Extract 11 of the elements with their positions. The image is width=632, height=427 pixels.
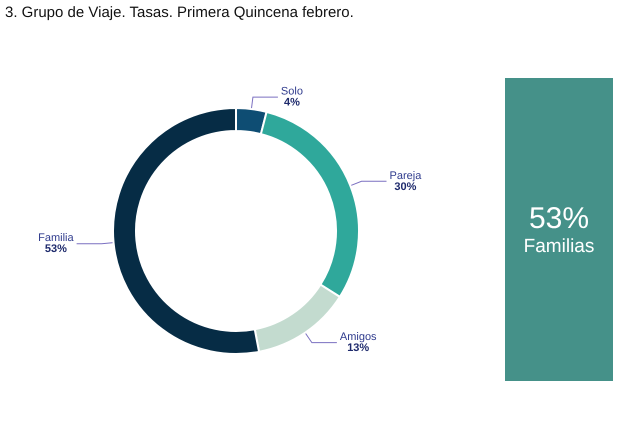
data-label: 13% <box>347 342 370 354</box>
text: 53% <box>528 202 590 236</box>
slice-label: Pareja <box>390 170 422 182</box>
data-label: 53% <box>44 243 68 256</box>
slice-label: Solo <box>280 86 303 98</box>
chart-title: 3. Grupo de Viaje. Tasas. Primera Quincena febrero. <box>5 4 354 21</box>
slice-label: Amigos <box>340 331 378 344</box>
data-label: 4% <box>284 96 300 109</box>
data-label: 30% <box>394 180 417 193</box>
text: Familias <box>524 236 594 258</box>
slice-label: Familia <box>38 232 74 244</box>
